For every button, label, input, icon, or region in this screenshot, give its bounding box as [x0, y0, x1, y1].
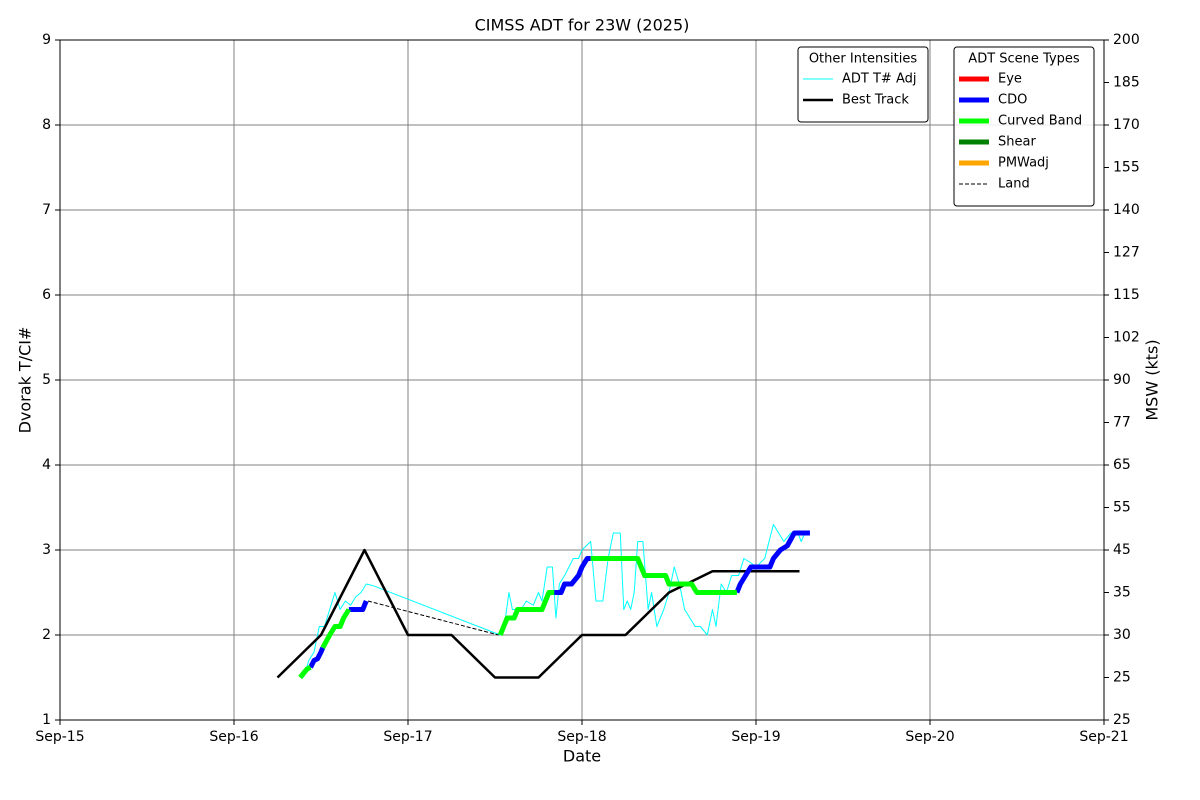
x-tick-label: Sep-15	[35, 729, 84, 745]
y2-tick-label: 140	[1113, 202, 1140, 218]
legend-title: ADT Scene Types	[968, 52, 1080, 67]
legend-box	[797, 46, 929, 123]
y2-tick-label: 30	[1113, 627, 1131, 643]
legend-label: ADT T# Adj	[842, 72, 916, 87]
y2-tick-label: 65	[1113, 457, 1131, 473]
x-tick-label: Sep-16	[209, 729, 258, 745]
y-tick-label: 7	[42, 202, 51, 218]
y2-tick-label: 185	[1113, 75, 1140, 91]
y2-axis-label: MSW (kts)	[1143, 339, 1162, 420]
y-tick-label: 9	[42, 32, 51, 48]
legend-label: Shear	[998, 135, 1036, 150]
y2-tick-label: 115	[1113, 287, 1140, 303]
series-line	[303, 524, 806, 678]
x-tick-label: Sep-21	[1079, 729, 1128, 745]
series-line	[276, 548, 800, 679]
y2-tick-label: 25	[1113, 712, 1131, 728]
x-tick-label: Sep-20	[905, 729, 954, 745]
y2-tick-label: 127	[1113, 245, 1140, 261]
legend-label: PMWadj	[998, 156, 1049, 171]
y-tick-label: 8	[42, 117, 51, 133]
y2-tick-label: 55	[1113, 500, 1131, 516]
legend-label: Best Track	[842, 93, 909, 108]
y-tick-label: 5	[42, 372, 51, 388]
axes: Sep-15 Sep-16 Sep-17 Sep-18 Sep-19 Sep-20 Sep-…	[35, 32, 1139, 745]
y2-tick-label: 90	[1113, 372, 1131, 388]
legend-label: CDO	[998, 93, 1027, 108]
series-line	[367, 600, 499, 636]
x-tick-label: Sep-18	[557, 729, 606, 745]
x-tick-label: Sep-19	[731, 729, 780, 745]
y-tick-label: 1	[42, 712, 51, 728]
legend-label: Land	[998, 177, 1030, 192]
y-tick-label: 4	[42, 457, 51, 473]
x-tick-label: Sep-17	[383, 729, 432, 745]
grid	[59, 39, 1105, 721]
y2-tick-label: 45	[1113, 542, 1131, 558]
y2-tick-label: 170	[1113, 117, 1140, 133]
y-tick-label: 3	[42, 542, 51, 558]
series-line	[298, 556, 737, 680]
plot-lines	[276, 524, 810, 680]
y2-tick-label: 35	[1113, 585, 1131, 601]
legend-label: Eye	[998, 72, 1022, 87]
legend-box	[953, 46, 1095, 207]
y2-tick-label: 102	[1113, 330, 1140, 346]
x-axis-label: Date	[563, 747, 601, 766]
y-tick-label: 2	[42, 627, 51, 643]
y2-tick-label: 25	[1113, 670, 1131, 686]
series-line	[308, 530, 810, 669]
y2-tick-label: 200	[1113, 32, 1140, 48]
chart-title: CIMSS ADT for 23W (2025)	[475, 16, 690, 35]
legend-label: Curved Band	[998, 114, 1082, 129]
legend: Other Intensities ADT T# Adj Best Track ADT…	[797, 46, 1095, 207]
legend-title: Other Intensities	[809, 52, 918, 67]
y2-tick-label: 155	[1113, 160, 1140, 176]
y2-tick-label: 77	[1113, 415, 1131, 431]
y-axis-label: Dvorak T/CI#	[16, 327, 35, 434]
y-tick-label: 6	[42, 287, 51, 303]
